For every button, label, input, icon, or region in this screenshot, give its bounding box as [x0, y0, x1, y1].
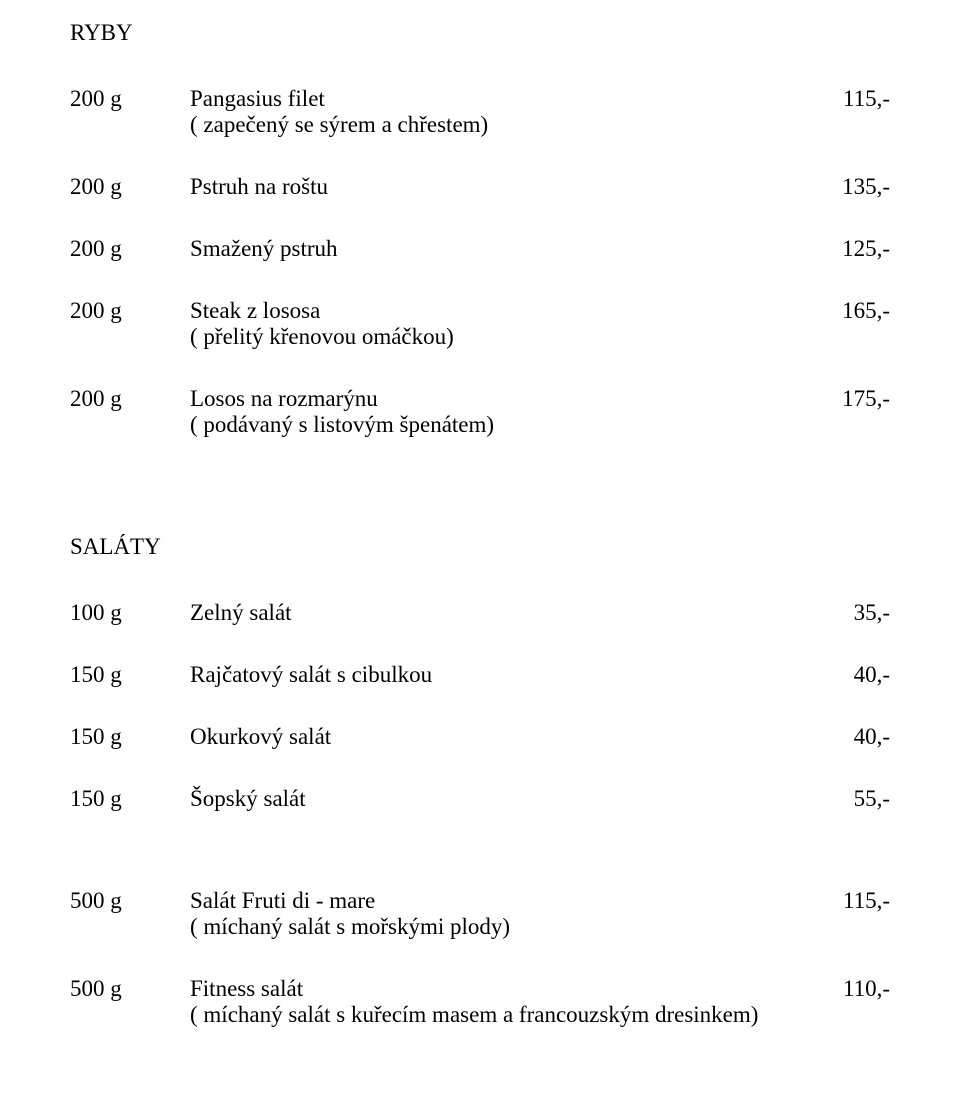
menu-row: 100 g Zelný salát 35,- [70, 600, 890, 626]
menu-row: 500 g Salát Fruti di - mare ( míchaný sa… [70, 888, 890, 940]
item-sub: ( zapečený se sýrem a chřestem) [190, 112, 810, 138]
item-name: Zelný salát [190, 600, 810, 626]
item-desc: Fitness salát ( míchaný salát s kuřecím … [190, 976, 810, 1028]
item-desc: Steak z lososa ( přelitý křenovou omáčko… [190, 298, 810, 350]
menu-row: 200 g Losos na rozmarýnu ( podávaný s li… [70, 386, 890, 438]
item-desc: Okurkový salát [190, 724, 810, 750]
item-price: 125,- [810, 236, 890, 262]
item-price: 165,- [810, 298, 890, 324]
menu-row: 500 g Fitness salát ( míchaný salát s ku… [70, 976, 890, 1028]
item-desc: Smažený pstruh [190, 236, 810, 262]
menu-row: 200 g Pangasius filet ( zapečený se sýre… [70, 86, 890, 138]
menu-row: 150 g Okurkový salát 40,- [70, 724, 890, 750]
item-desc: Losos na rozmarýnu ( podávaný s listovým… [190, 386, 810, 438]
item-qty: 200 g [70, 236, 190, 262]
item-qty: 150 g [70, 724, 190, 750]
menu-row: 150 g Rajčatový salát s cibulkou 40,- [70, 662, 890, 688]
menu-row: 200 g Smažený pstruh 125,- [70, 236, 890, 262]
item-name: Pstruh na roštu [190, 174, 810, 200]
item-qty: 200 g [70, 174, 190, 200]
item-name: Rajčatový salát s cibulkou [190, 662, 810, 688]
item-name: Smažený pstruh [190, 236, 810, 262]
item-qty: 200 g [70, 298, 190, 324]
item-sub: ( podávaný s listovým špenátem) [190, 412, 810, 438]
item-qty: 500 g [70, 888, 190, 914]
item-sub: ( přelitý křenovou omáčkou) [190, 324, 810, 350]
item-price: 115,- [810, 888, 890, 914]
item-name: Šopský salát [190, 786, 810, 812]
item-sub: ( míchaný salát s kuřecím masem a franco… [190, 1002, 810, 1028]
item-desc: Rajčatový salát s cibulkou [190, 662, 810, 688]
item-qty: 100 g [70, 600, 190, 626]
item-desc: Šopský salát [190, 786, 810, 812]
item-price: 35,- [810, 600, 890, 626]
item-name: Losos na rozmarýnu [190, 386, 810, 412]
item-qty: 150 g [70, 786, 190, 812]
item-name: Steak z lososa [190, 298, 810, 324]
item-qty: 200 g [70, 86, 190, 112]
item-price: 40,- [810, 662, 890, 688]
item-name: Salát Fruti di - mare [190, 888, 810, 914]
item-sub: ( míchaný salát s mořskými plody) [190, 914, 810, 940]
item-price: 115,- [810, 86, 890, 112]
menu-row: 200 g Steak z lososa ( přelitý křenovou … [70, 298, 890, 350]
item-name: Fitness salát [190, 976, 810, 1002]
item-name: Pangasius filet [190, 86, 810, 112]
item-desc: Salát Fruti di - mare ( míchaný salát s … [190, 888, 810, 940]
item-price: 55,- [810, 786, 890, 812]
item-price: 40,- [810, 724, 890, 750]
item-qty: 150 g [70, 662, 190, 688]
item-qty: 500 g [70, 976, 190, 1002]
menu-row: 200 g Pstruh na roštu 135,- [70, 174, 890, 200]
item-price: 135,- [810, 174, 890, 200]
item-price: 110,- [810, 976, 890, 1002]
item-name: Okurkový salát [190, 724, 810, 750]
item-desc: Pangasius filet ( zapečený se sýrem a ch… [190, 86, 810, 138]
item-desc: Zelný salát [190, 600, 810, 626]
item-qty: 200 g [70, 386, 190, 412]
section-heading-ryby: RYBY [70, 20, 890, 46]
menu-row: 150 g Šopský salát 55,- [70, 786, 890, 812]
item-price: 175,- [810, 386, 890, 412]
item-desc: Pstruh na roštu [190, 174, 810, 200]
section-heading-salaty: SALÁTY [70, 534, 890, 560]
